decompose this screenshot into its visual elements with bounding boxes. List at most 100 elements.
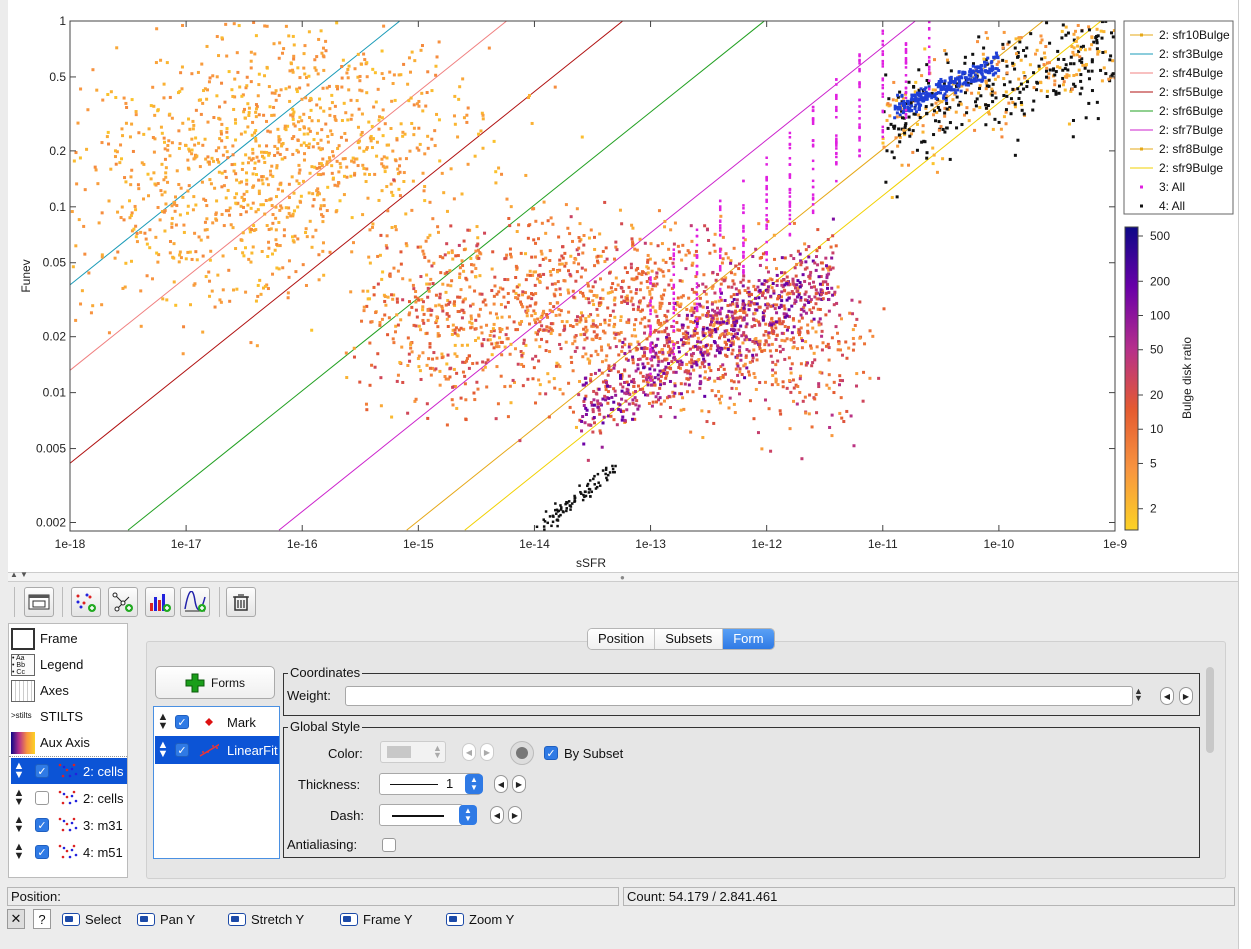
reorder-handle-icon[interactable]: ▲ ▼ [13,814,25,835]
form-item-linearfit[interactable]: ▲ ▼ ✓ LinearFit [155,736,279,764]
previous-icon[interactable]: ◀ [1160,687,1174,705]
color-dropdown-icon[interactable]: ▲ ▼ [433,743,442,760]
config-scrollbar[interactable] [1206,667,1214,857]
data-point [172,202,176,206]
data-point [984,106,988,110]
data-point [370,363,374,367]
data-point [490,267,494,271]
reorder-handle-icon[interactable]: ▲ ▼ [13,841,25,862]
control-legend[interactable]: • Aa • Bb • Cc Legend [11,652,127,677]
control-axes[interactable]: Axes [11,678,127,703]
layer-visibility-checkbox[interactable]: ✓ [35,845,49,859]
color-next-icon[interactable]: ▶ [480,743,494,761]
layer-item[interactable]: ▲ ▼ ✓ 3: m31 [11,812,127,838]
reorder-handle-icon[interactable]: ▲ ▼ [157,739,169,760]
zoom-y-button[interactable]: Zoom Y [446,909,514,929]
data-point [569,355,573,359]
delete-icon[interactable] [226,587,256,617]
data-point [754,247,758,251]
data-point [511,378,515,382]
dash-previous-icon[interactable]: ◀ [490,806,504,824]
data-point [254,299,258,303]
add-scatter-icon[interactable] [71,587,101,617]
reorder-handle-icon[interactable]: ▲ ▼ [13,760,25,781]
data-point [902,106,906,110]
data-point [747,301,751,305]
split-divider[interactable]: ▲ ▼ ● [8,570,1238,582]
window-icon[interactable] [24,587,54,617]
data-point [683,382,687,386]
control-frame[interactable]: Frame [11,626,127,651]
add-histogram-icon[interactable] [145,587,175,617]
tab-form[interactable]: Form [723,629,774,649]
scrollbar-thumb[interactable] [1206,667,1214,753]
data-point [467,366,471,370]
plot-panel[interactable]: 1e-18 1e-17 1e-16 1e-15 1e-14 1e-13 1e-12 1e-11… [8,0,1238,580]
add-form-button[interactable]: Forms [155,666,275,699]
form-mark-checkbox[interactable]: ✓ [175,715,189,729]
dash-selector[interactable] [379,804,463,826]
data-point [246,102,250,106]
weight-dropdown-icon[interactable]: ▲ ▼ [1134,686,1143,703]
y-tick-label: 1 [59,14,66,28]
layer-item[interactable]: ▲ ▼ ✓ 4: m51 [11,839,127,865]
data-point [137,187,141,191]
data-point [791,346,795,350]
collapse-down-icon[interactable]: ▼ [20,570,28,579]
data-point [649,242,653,246]
color-chooser-button[interactable] [510,741,534,765]
next-icon[interactable]: ▶ [1179,687,1193,705]
tab-subsets[interactable]: Subsets [655,629,724,649]
frame-y-button[interactable]: Frame Y [340,909,413,929]
control-stilts[interactable]: >stilts STILTS [11,704,127,729]
data-point [305,76,309,80]
data-point [567,310,571,314]
data-point [689,320,693,324]
thickness-dropdown-icon[interactable]: ▲ ▼ [465,774,483,794]
antialiasing-checkbox[interactable] [382,838,396,852]
legend-mark [1140,185,1143,189]
add-function-icon[interactable] [180,587,210,617]
weight-input[interactable] [345,686,1133,706]
plot-canvas[interactable]: 1e-18 1e-17 1e-16 1e-15 1e-14 1e-13 1e-12 1e-11… [8,0,1238,572]
aux-axis-icon [11,731,35,754]
collapse-up-icon[interactable]: ▲ [10,570,18,579]
data-point [188,250,192,254]
color-previous-icon[interactable]: ◀ [462,743,476,761]
data-point [258,278,262,282]
data-point [163,147,167,151]
thickness-next-icon[interactable]: ▶ [512,775,526,793]
layer-visibility-checkbox[interactable]: ✓ [35,818,49,832]
pan-y-button[interactable]: Pan Y [137,909,195,929]
data-point [672,329,676,332]
add-network-icon[interactable] [108,587,138,617]
close-icon[interactable]: ✕ [7,909,25,929]
select-mode-button[interactable]: Select [62,909,121,929]
form-linearfit-checkbox[interactable]: ✓ [175,743,189,757]
drag-handle-icon[interactable]: ● [620,573,625,582]
help-icon[interactable]: ? [33,909,51,929]
control-aux-axis[interactable]: Aux Axis [11,730,127,755]
tab-position[interactable]: Position [588,629,656,649]
reorder-handle-icon[interactable]: ▲ ▼ [13,787,25,808]
data-point [254,107,258,111]
by-subset-checkbox[interactable]: ✓ [544,746,558,760]
layer-visibility-checkbox[interactable] [35,791,49,805]
dash-next-icon[interactable]: ▶ [508,806,522,824]
dash-dropdown-icon[interactable]: ▲ ▼ [459,805,477,825]
thickness-previous-icon[interactable]: ◀ [494,775,508,793]
data-point [704,292,708,296]
data-point [772,303,776,307]
data-point [390,293,394,297]
data-point [372,293,376,297]
layer-visibility-checkbox[interactable]: ✓ [35,764,49,778]
data-point [920,140,924,144]
data-point [594,349,598,353]
stretch-y-button[interactable]: Stretch Y [228,909,304,929]
reorder-handle-icon[interactable]: ▲ ▼ [157,711,169,732]
color-selector[interactable]: ▲ ▼ [380,741,446,763]
layer-item[interactable]: ▲ ▼ 2: cells [11,785,127,811]
form-item-mark[interactable]: ▲ ▼ ✓ Mark [155,708,279,736]
data-point [695,228,699,232]
layer-item[interactable]: ▲ ▼ ✓ 2: cells [11,758,127,784]
